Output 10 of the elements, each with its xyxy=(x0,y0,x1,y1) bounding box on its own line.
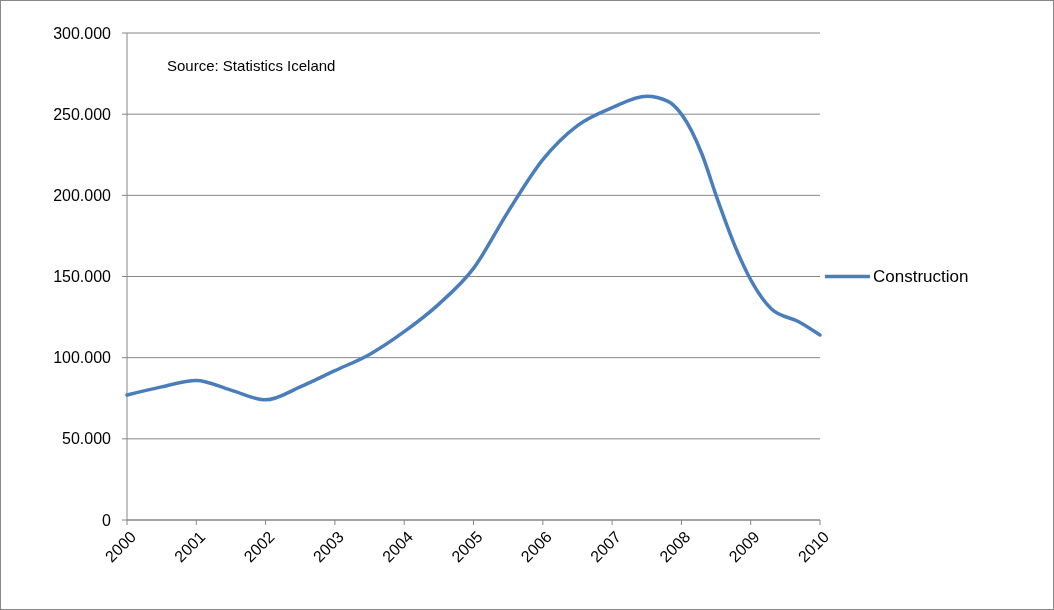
y-tick-label: 50.000 xyxy=(62,430,112,448)
y-tick-label: 100.000 xyxy=(53,349,112,367)
y-tick-label: 250.000 xyxy=(53,105,112,123)
annotation: Source: Statistics Iceland xyxy=(167,57,336,74)
y-tick-label: 200.000 xyxy=(53,186,112,204)
y-tick-label: 300.000 xyxy=(53,24,112,42)
y-tick-label: 0 xyxy=(102,511,112,529)
line-series xyxy=(125,94,822,402)
y-tick-label: 150.000 xyxy=(53,268,112,286)
legend-label: Construction xyxy=(873,267,969,287)
